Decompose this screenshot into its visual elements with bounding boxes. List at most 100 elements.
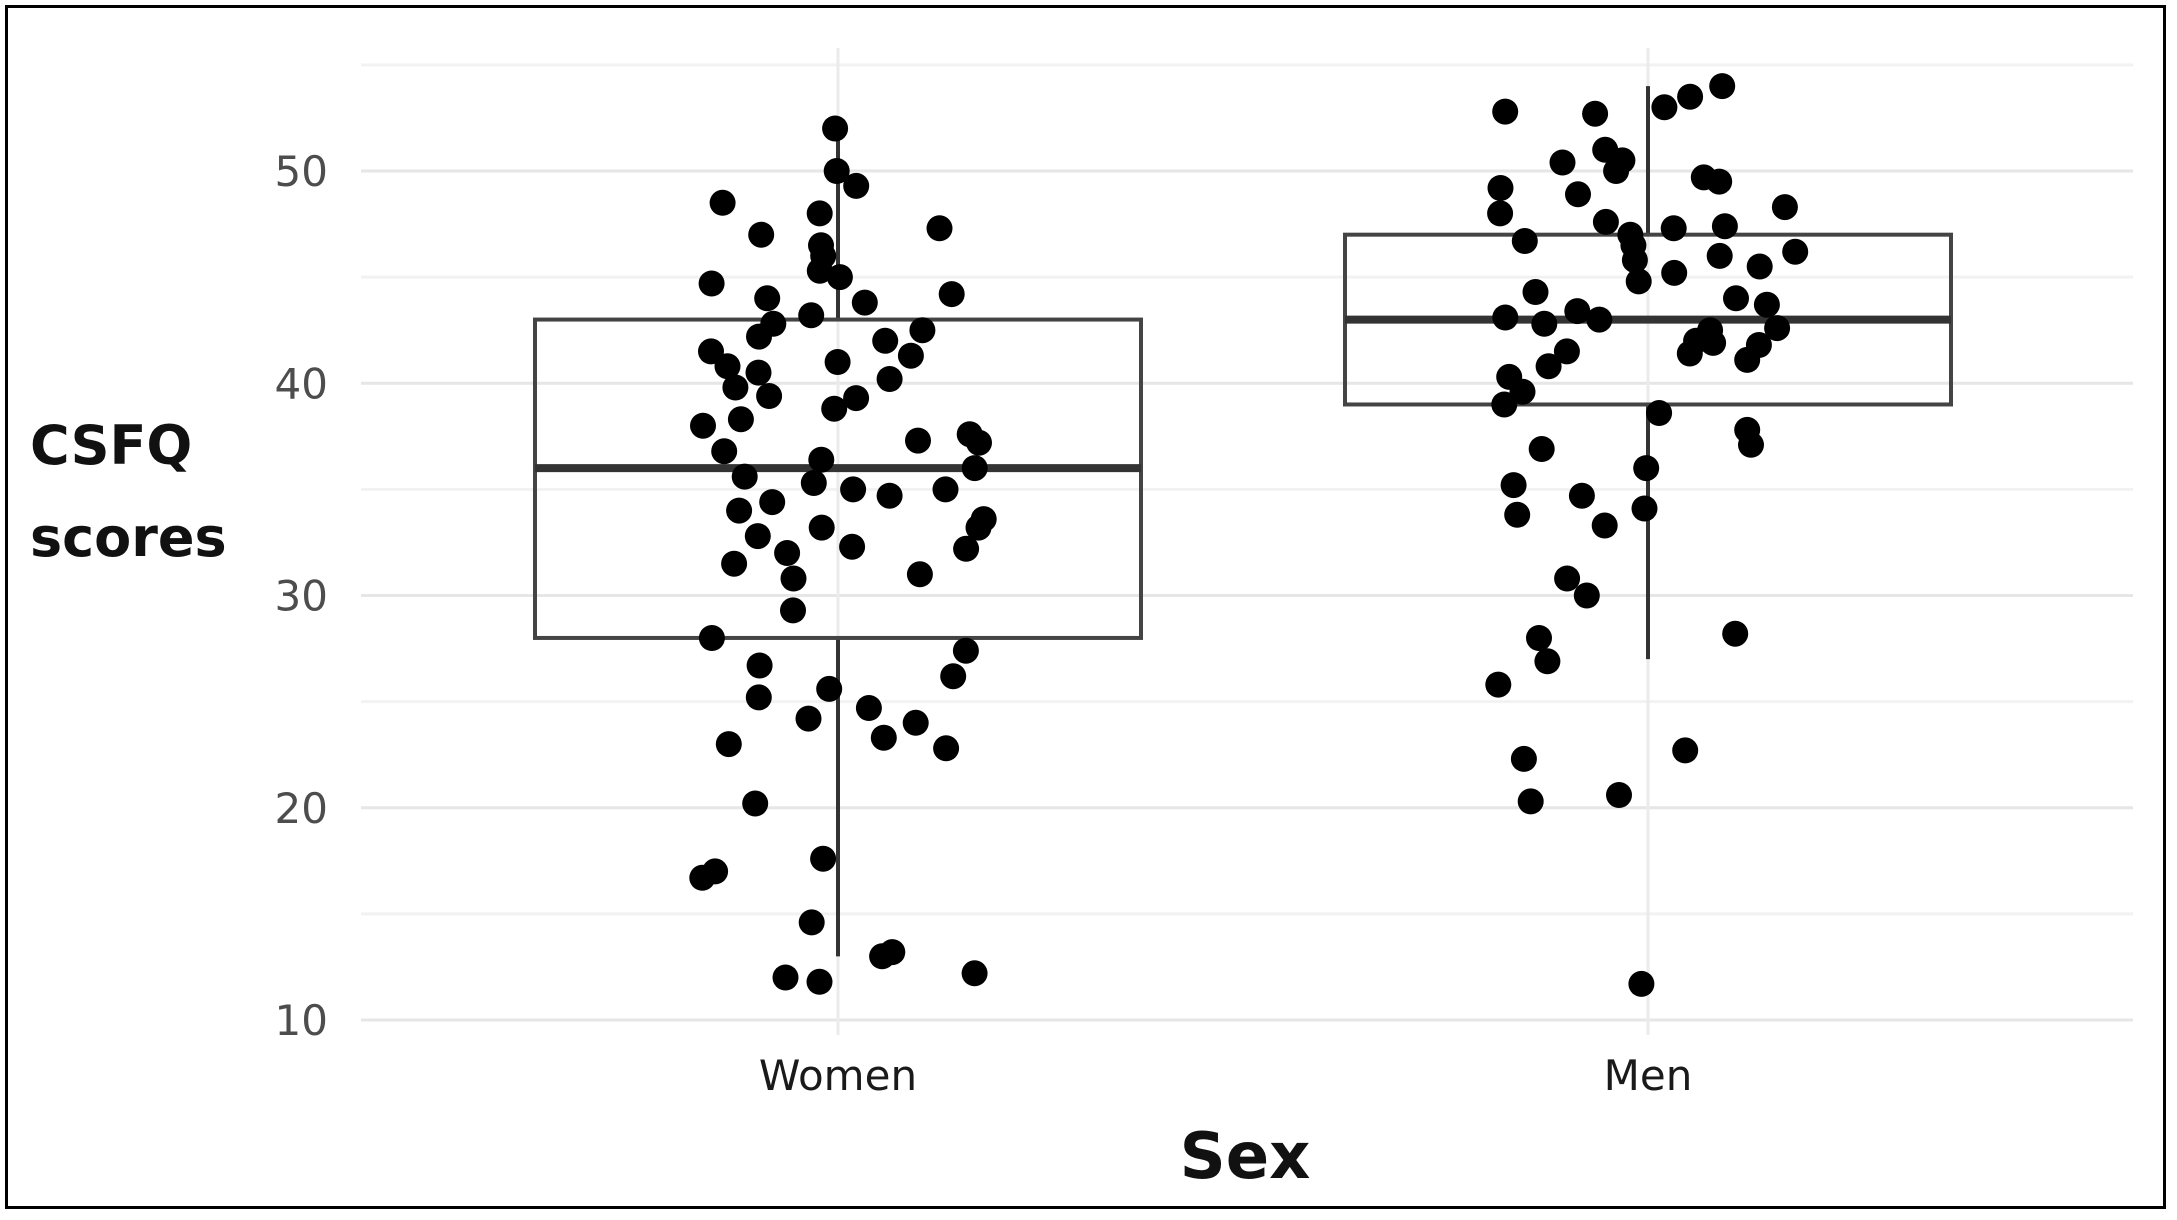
data-point [952,637,979,664]
data-point [748,221,775,248]
data-point [1517,788,1544,815]
data-point [1586,306,1613,333]
data-point [966,429,992,456]
data-point [870,724,897,751]
x-tick-label: Women [759,1051,917,1100]
data-point [798,302,825,329]
data-point [1706,242,1733,269]
data-point [1509,378,1536,405]
data-point [1485,671,1512,698]
data-point [709,189,736,216]
data-point [1492,304,1519,331]
data-point [1722,620,1749,647]
data-point [1706,168,1733,195]
data-point [1672,737,1699,764]
data-point [746,652,773,679]
data-point [772,964,799,991]
data-point [1582,100,1609,127]
data-point [798,909,825,936]
data-point [902,709,929,736]
data-point [1565,181,1591,208]
y-tick-label: 40 [275,359,328,408]
data-point [1592,208,1619,235]
data-point [1734,346,1761,373]
data-point [808,514,835,541]
data-point [822,115,849,142]
data-point [742,790,769,817]
y-axis-label-line-2: scores [30,506,227,569]
data-point [1510,745,1537,772]
data-point [1535,353,1562,380]
data-point [1554,565,1581,592]
data-point [933,735,960,762]
data-point [744,523,771,550]
data-point [1676,340,1703,367]
data-point [906,561,933,588]
data-point [1738,431,1764,458]
data-point [1492,98,1519,125]
data-point [1764,315,1791,342]
data-point [840,476,867,503]
data-point [872,327,899,354]
data-point [806,257,833,284]
data-point [1660,215,1687,242]
boxes [533,86,1953,957]
data-point [1526,625,1552,651]
y-tick-label: 30 [275,572,328,621]
data-point [926,215,953,242]
data-point [1511,228,1538,254]
data-point [745,359,772,386]
data-point [726,497,753,524]
data-point [1504,501,1531,528]
data-point [1782,238,1809,265]
y-tick-label: 20 [275,784,328,833]
data-point [690,412,716,439]
data-point [698,338,724,365]
boxplot-chart: 10 20 30 40 50 Women Men CSFQ scores Sex [30,48,2133,1194]
y-tick-label: 10 [275,996,328,1045]
data-point [821,395,848,422]
data-point [905,427,931,454]
data-point [965,514,992,541]
axis-ticks: 10 20 30 40 50 Women Men [275,147,1693,1100]
data-point [1591,512,1618,539]
data-point [851,289,878,316]
data-point [1677,83,1704,110]
data-point [808,446,835,473]
data-point [1491,391,1518,418]
data-point [1651,94,1678,121]
x-tick-label: Men [1604,1051,1693,1100]
data-point [780,597,806,624]
data-point [810,845,837,872]
data-point [876,482,903,509]
data-point [698,625,725,651]
data-point [961,960,988,987]
data-point [780,565,807,592]
data-point [940,663,967,690]
data-point [756,383,783,409]
data-point [1625,268,1652,295]
data-point [1631,495,1658,522]
data-point [689,864,716,891]
data-point [1661,259,1688,286]
data-point [869,943,896,970]
data-point [774,540,801,566]
data-point [897,342,924,369]
data-point [1700,329,1727,356]
data-point [714,353,741,380]
data-point [843,385,870,412]
data-point [1723,285,1749,312]
data-point [1568,482,1595,509]
data-point [855,695,882,721]
data-point [722,374,749,401]
data-point [932,476,959,503]
data-point [1528,436,1555,462]
data-point [1553,338,1580,365]
data-point [1500,472,1527,499]
data-point [1549,149,1576,176]
data-point [806,968,833,995]
data-point [754,285,781,312]
data-point [953,535,980,562]
data-point [746,323,772,350]
data-point [800,470,827,496]
